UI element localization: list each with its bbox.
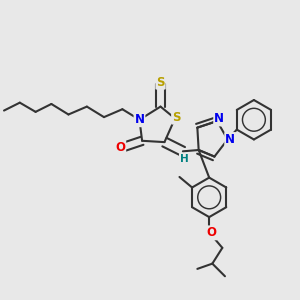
Text: N: N — [214, 112, 224, 125]
Text: O: O — [115, 141, 125, 154]
Text: S: S — [156, 76, 165, 88]
Text: S: S — [172, 111, 181, 124]
Text: O: O — [207, 226, 217, 239]
Text: N: N — [225, 133, 235, 146]
Text: H: H — [180, 154, 189, 164]
Text: N: N — [134, 113, 145, 126]
